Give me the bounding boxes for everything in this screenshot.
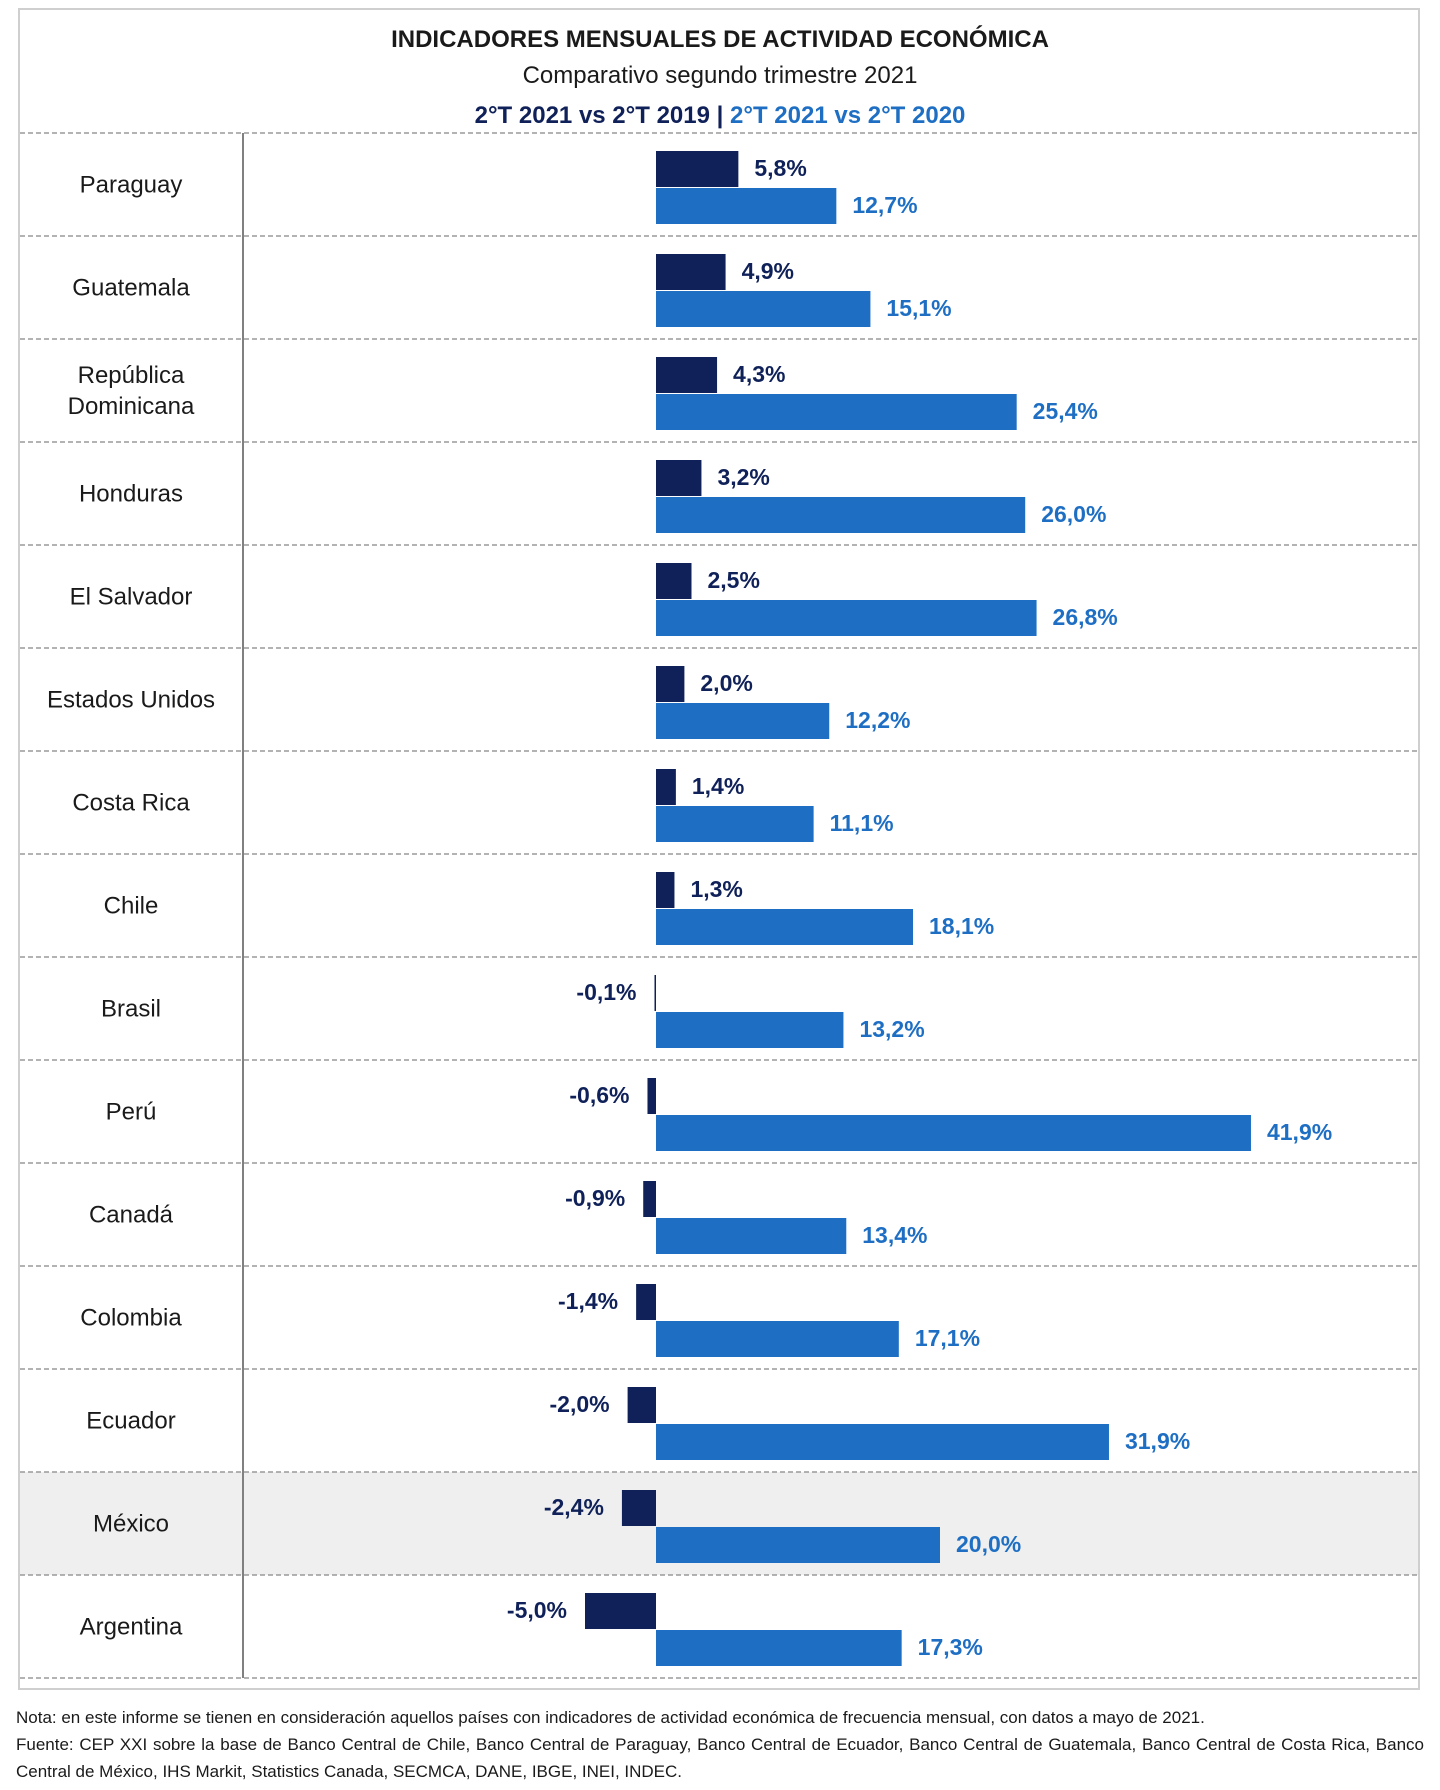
bar-2019-peru xyxy=(647,1078,656,1114)
bar-2019-chile xyxy=(656,872,675,908)
bar-2020-el-salvador xyxy=(656,600,1037,636)
data-label-2019-argentina: -5,0% xyxy=(507,1597,567,1623)
footnotes: Nota: en este informe se tienen en consi… xyxy=(16,1704,1424,1785)
data-label-2020-estados-unidos: 12,2% xyxy=(845,707,910,733)
category-label-argentina: Argentina xyxy=(80,1614,183,1641)
data-label-2019-paraguay: 5,8% xyxy=(754,155,806,181)
data-label-2019-estados-unidos: 2,0% xyxy=(700,670,752,696)
data-label-2020-guatemala: 15,1% xyxy=(886,295,951,321)
bar-2019-el-salvador xyxy=(656,563,692,599)
data-label-2019-honduras: 3,2% xyxy=(717,464,769,490)
data-label-2019-canada: -0,9% xyxy=(565,1185,625,1211)
data-label-2020-mexico: 20,0% xyxy=(956,1531,1021,1557)
category-label-guatemala: Guatemala xyxy=(72,275,190,302)
category-label-colombia: Colombia xyxy=(80,1305,182,1332)
data-label-2019-costa-rica: 1,4% xyxy=(692,773,744,799)
data-label-2019-ecuador: -2,0% xyxy=(550,1391,610,1417)
data-label-2020-honduras: 26,0% xyxy=(1041,501,1106,527)
bar-2020-colombia xyxy=(656,1321,899,1357)
category-label-chile: Chile xyxy=(104,893,159,920)
category-label-peru: Perú xyxy=(106,1099,157,1126)
bar-2020-costa-rica xyxy=(656,806,814,842)
data-label-2019-guatemala: 4,9% xyxy=(742,258,794,284)
data-label-2020-chile: 18,1% xyxy=(929,913,994,939)
bar-2019-brasil xyxy=(654,975,656,1011)
bar-2020-canada xyxy=(656,1218,847,1254)
data-label-2019-peru: -0,6% xyxy=(569,1082,629,1108)
data-label-2019-republica-dominicana: 4,3% xyxy=(733,361,785,387)
category-label-paraguay: Paraguay xyxy=(80,172,183,199)
bar-2019-mexico xyxy=(621,1490,656,1526)
category-label-el-salvador: El Salvador xyxy=(70,584,193,611)
bar-2019-honduras xyxy=(656,460,702,496)
data-label-2019-colombia: -1,4% xyxy=(558,1288,618,1314)
data-label-2020-paraguay: 12,7% xyxy=(852,192,917,218)
bar-2019-ecuador xyxy=(627,1387,656,1423)
category-label-honduras: Honduras xyxy=(79,481,183,508)
bar-2020-peru xyxy=(656,1115,1251,1151)
category-label-ecuador: Ecuador xyxy=(86,1408,175,1435)
data-label-2020-colombia: 17,1% xyxy=(915,1325,980,1351)
bar-2019-estados-unidos xyxy=(656,666,685,702)
bar-2020-paraguay xyxy=(656,188,837,224)
bar-2019-paraguay xyxy=(656,151,739,187)
data-label-2020-canada: 13,4% xyxy=(862,1222,927,1248)
bar-2020-ecuador xyxy=(656,1424,1109,1460)
bar-2020-mexico xyxy=(656,1527,940,1563)
bar-2020-estados-unidos xyxy=(656,703,830,739)
data-label-2019-mexico: -2,4% xyxy=(544,1494,604,1520)
legend-separator: | xyxy=(716,102,724,129)
bar-2020-argentina xyxy=(656,1630,902,1666)
bar-2019-colombia xyxy=(636,1284,656,1320)
legend-series-2020: 2°T 2021 vs 2°T 2020 xyxy=(730,102,966,129)
chart-subtitle: Comparativo segundo trimestre 2021 xyxy=(522,62,918,89)
bar-2019-republica-dominicana xyxy=(656,357,718,393)
bar-2020-brasil xyxy=(656,1012,844,1048)
note-text: Nota: en este informe se tienen en consi… xyxy=(16,1708,1205,1727)
bar-2020-honduras xyxy=(656,497,1026,533)
legend-series-2019: 2°T 2021 vs 2°T 2019 xyxy=(474,102,710,129)
data-label-2020-brasil: 13,2% xyxy=(859,1016,924,1042)
category-label-canada: Canadá xyxy=(89,1202,174,1229)
data-label-2020-costa-rica: 11,1% xyxy=(830,810,894,836)
category-label-mexico: México xyxy=(93,1511,169,1538)
bar-2020-guatemala xyxy=(656,291,871,327)
source-text: Fuente: CEP XXI sobre la base de Banco C… xyxy=(16,1735,1424,1781)
data-label-2020-ecuador: 31,9% xyxy=(1125,1428,1190,1454)
data-label-2019-brasil: -0,1% xyxy=(576,979,636,1005)
data-label-2019-el-salvador: 2,5% xyxy=(708,567,760,593)
bar-2020-chile xyxy=(656,909,914,945)
data-label-2019-chile: 1,3% xyxy=(690,876,742,902)
data-label-2020-republica-dominicana: 25,4% xyxy=(1033,398,1098,424)
chart-title: INDICADORES MENSUALES DE ACTIVIDAD ECONÓ… xyxy=(391,26,1049,53)
category-label-brasil: Brasil xyxy=(101,996,161,1023)
category-label-estados-unidos: Estados Unidos xyxy=(47,687,215,714)
category-label-costa-rica: Costa Rica xyxy=(72,790,190,817)
bar-2019-canada xyxy=(643,1181,656,1217)
bar-2020-republica-dominicana xyxy=(656,394,1017,430)
bar-2019-costa-rica xyxy=(656,769,676,805)
data-label-2020-el-salvador: 26,8% xyxy=(1053,604,1118,630)
bar-2019-argentina xyxy=(585,1593,656,1629)
data-label-2020-argentina: 17,3% xyxy=(918,1634,983,1660)
bar-chart: Paraguay 5,8% 12,7% Guatemala 4,9% 15,1% Repúb… xyxy=(20,132,1418,1679)
chart-legend: 2°T 2021 vs 2°T 2019 | 2°T 2021 vs 2°T 2… xyxy=(0,102,1440,130)
category-label-republica-dominicana: República Dominicana xyxy=(68,362,195,420)
data-label-2020-peru: 41,9% xyxy=(1267,1119,1332,1145)
bar-2019-guatemala xyxy=(656,254,726,290)
